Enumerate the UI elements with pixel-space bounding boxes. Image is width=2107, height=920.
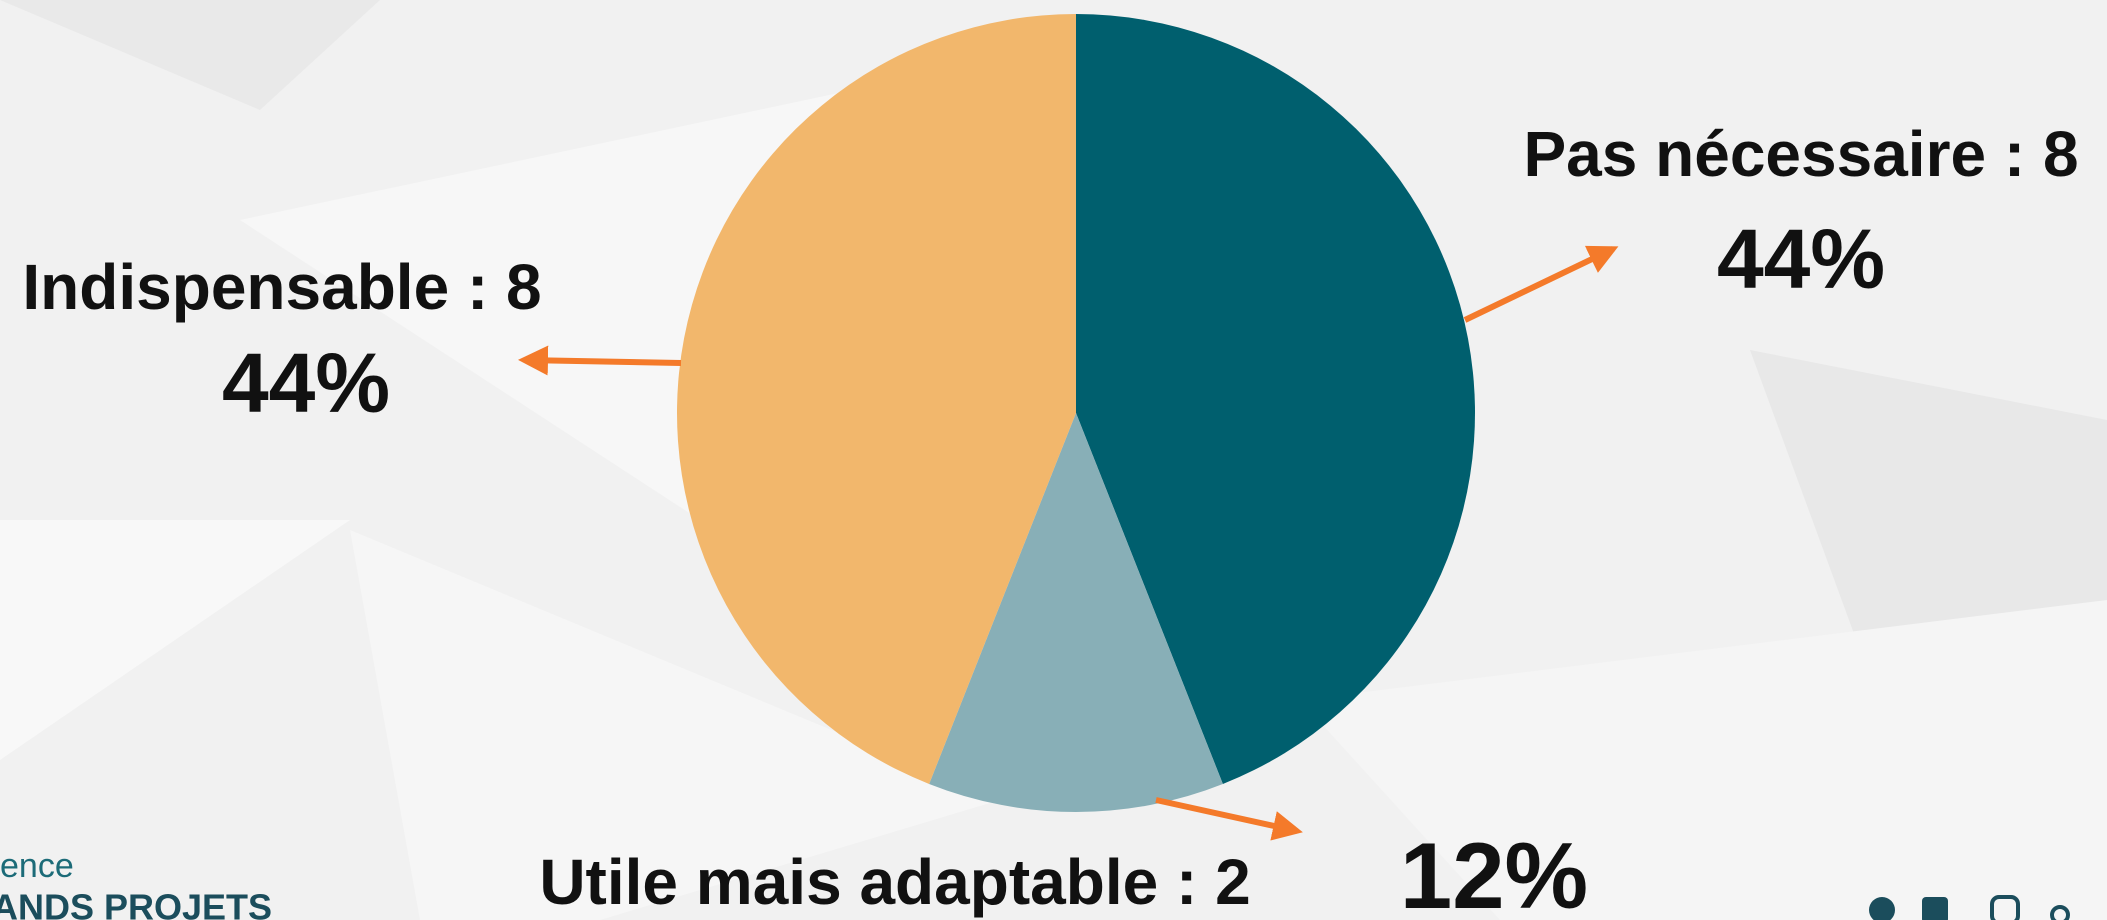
leader-arrow <box>518 345 682 376</box>
leader-arrow <box>1463 245 1619 323</box>
x-icon <box>1922 897 1948 920</box>
category-label: Indispensable : 8 <box>22 251 541 323</box>
instagram-icon <box>1990 895 2020 920</box>
logo-line: ence <box>0 847 74 885</box>
social-icons <box>1869 895 2070 920</box>
slice <box>929 413 1223 812</box>
category-label: Pas nécessaire : 8 <box>1523 118 2078 190</box>
slice <box>676 14 1076 784</box>
slice <box>1076 14 1475 784</box>
logo: ence ANDS PROJETS <box>0 847 272 920</box>
pie <box>676 14 1475 812</box>
labels: Pas nécessaire : 8 44% Utile mais adaptabl… <box>22 118 2078 920</box>
category-label: Utile mais adaptable : 2 <box>539 846 1250 918</box>
value-label: 44% <box>1717 212 1885 306</box>
logo-line: ANDS PROJETS <box>0 887 272 920</box>
facebook-icon <box>1869 897 1895 920</box>
value-label: 44% <box>222 336 390 430</box>
leader-arrow <box>1155 797 1303 841</box>
value-label: 12% <box>1400 823 1588 920</box>
other-icon <box>2050 905 2070 920</box>
